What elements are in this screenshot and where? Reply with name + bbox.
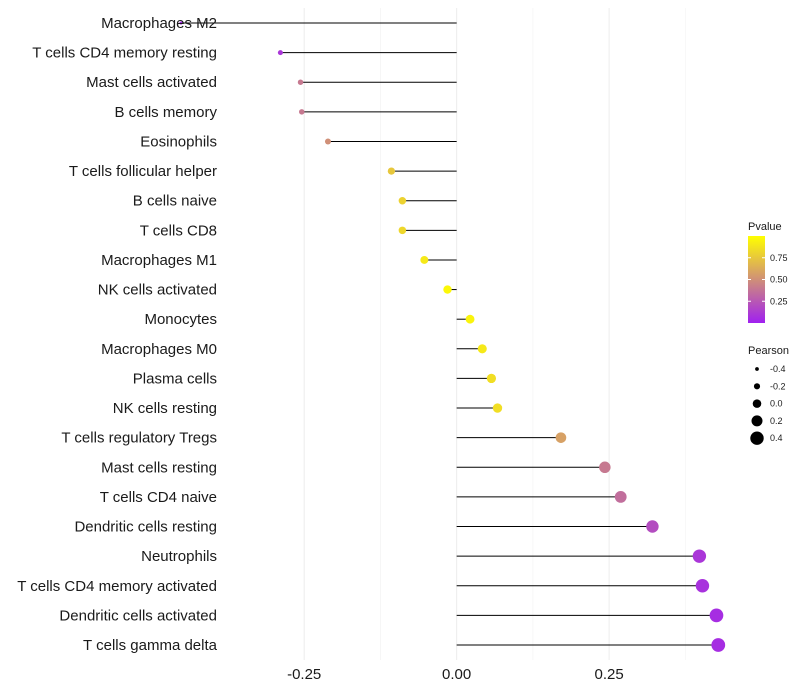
y-tick-label: Dendritic cells activated xyxy=(59,607,217,624)
lollipop-point xyxy=(179,21,183,25)
y-axis-labels: Macrophages M2 T cells CD4 memory resting… xyxy=(17,15,217,654)
y-tick-label: Eosinophils xyxy=(140,133,217,150)
x-tick-label: -0.25 xyxy=(287,666,321,683)
legend-size-swatch xyxy=(753,383,761,390)
y-tick-label: Plasma cells xyxy=(133,370,217,387)
legend-pvalue-tick-label: 0.25 xyxy=(770,296,788,306)
lollipop-point xyxy=(398,196,407,205)
y-tick-label: Mast cells activated xyxy=(86,74,217,91)
legend-pvalue-tick-label: 0.75 xyxy=(770,253,788,263)
x-tick-label: 0.00 xyxy=(442,666,471,683)
lollipop-point xyxy=(297,79,304,85)
y-tick-label: T cells CD8 xyxy=(140,222,217,239)
legend-size-label: 0.0 xyxy=(770,399,783,409)
legend-pearson-title: Pearson xyxy=(748,345,789,357)
lollipop-point xyxy=(398,226,407,235)
y-tick-label: B cells naive xyxy=(133,193,217,210)
legend-size-label: 0.4 xyxy=(770,433,783,443)
lollipop-point xyxy=(692,549,707,563)
lollipop-point xyxy=(646,520,659,533)
y-tick-label: T cells follicular helper xyxy=(69,163,217,180)
legend-pvalue-tick-label: 0.50 xyxy=(770,275,788,285)
points-layer xyxy=(179,21,726,652)
lollipop-point xyxy=(709,608,724,623)
lollipop-point xyxy=(695,579,710,593)
y-tick-label: B cells memory xyxy=(114,104,217,121)
legend-size-swatch xyxy=(755,367,759,371)
lollipop-point xyxy=(477,344,487,354)
lollipop-point xyxy=(443,285,452,294)
y-tick-label: T cells regulatory Tregs xyxy=(61,430,217,447)
x-tick-label: 0.25 xyxy=(595,666,624,683)
y-tick-label: Macrophages M0 xyxy=(101,341,217,358)
y-tick-label: Dendritic cells resting xyxy=(74,519,217,536)
lollipop-point xyxy=(324,138,331,145)
lollipop-point xyxy=(492,403,503,413)
legend: Pvalue 0.25 0.50 0.75 Pearson -0.4 -0.2 0.0 0… xyxy=(748,221,789,445)
lollipop-point xyxy=(614,490,627,503)
lollipop-point xyxy=(277,50,283,56)
legend-size-label: -0.2 xyxy=(770,381,786,391)
legend-size-swatch xyxy=(750,431,764,445)
stems-layer xyxy=(180,22,719,646)
x-axis-ticks: -0.25 0.00 0.25 xyxy=(287,666,624,683)
legend-pvalue-colorbar xyxy=(748,236,765,323)
y-tick-label: Neutrophils xyxy=(141,548,217,565)
legend-size-label: -0.4 xyxy=(770,364,786,374)
lollipop-point xyxy=(299,109,305,115)
y-tick-label: NK cells activated xyxy=(98,282,217,299)
legend-size-label: 0.2 xyxy=(770,416,783,426)
y-tick-label: T cells CD4 memory activated xyxy=(17,578,217,595)
legend-pvalue-ticks: 0.25 0.50 0.75 xyxy=(748,253,788,306)
legend-size-swatch xyxy=(752,399,762,408)
y-tick-label: Mast cells resting xyxy=(101,459,217,476)
lollipop-point xyxy=(711,638,726,652)
lollipop-point xyxy=(420,255,429,264)
y-tick-label: Macrophages M1 xyxy=(101,252,217,269)
y-tick-label: T cells CD4 naive xyxy=(100,489,217,506)
y-tick-label: T cells CD4 memory resting xyxy=(32,45,217,62)
legend-pearson-items: -0.4 -0.2 0.0 0.2 0.4 xyxy=(750,364,786,445)
lollipop-point xyxy=(555,432,567,443)
y-tick-label: Monocytes xyxy=(144,311,217,328)
legend-pvalue-title: Pvalue xyxy=(748,221,782,233)
y-tick-label: T cells gamma delta xyxy=(83,637,218,654)
y-tick-label: Macrophages M2 xyxy=(101,15,217,32)
lollipop-point xyxy=(387,167,396,175)
lollipop-point xyxy=(465,314,475,324)
y-tick-label: NK cells resting xyxy=(113,400,217,417)
lollipop-point xyxy=(486,373,497,384)
legend-size-swatch xyxy=(751,415,763,427)
grid-layer xyxy=(303,8,686,660)
lollipop-point xyxy=(599,461,611,474)
